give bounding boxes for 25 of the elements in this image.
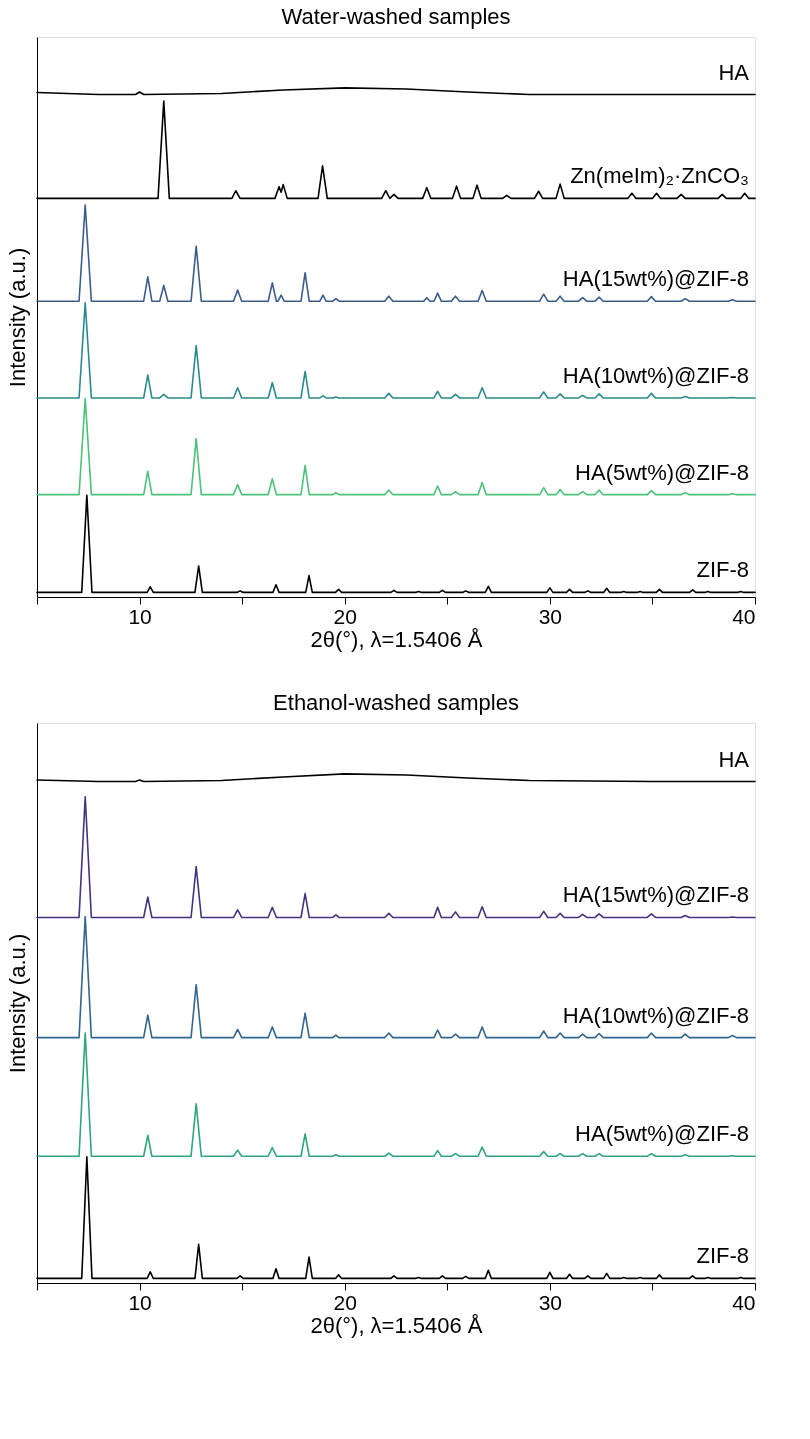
y-axis-title: Intensity (a.u.) xyxy=(4,247,30,388)
series-label: Zn(meIm)₂·ZnCO₃ xyxy=(570,163,749,189)
series-label: ZIF-8 xyxy=(696,1243,749,1269)
chart-title: Water-washed samples xyxy=(281,4,511,29)
series-label: HA(5wt%)@ZIF-8 xyxy=(575,1121,749,1147)
x-tick-label: 20 xyxy=(333,1290,357,1314)
y-axis-title: Intensity (a.u.) xyxy=(4,933,30,1074)
x-tick-label: 30 xyxy=(538,604,563,628)
x-tick-label: 40 xyxy=(732,604,756,628)
x-tick-label: 10 xyxy=(128,1290,152,1314)
series-label: ZIF-8 xyxy=(696,557,749,583)
series-label: HA xyxy=(718,746,750,772)
series-label: HA(15wt%)@ZIF-8 xyxy=(562,882,749,908)
x-axis-title: 2θ(°), λ=1.5406 Å xyxy=(310,626,483,652)
x-tick-label: 20 xyxy=(333,604,357,628)
series-label: HA(10wt%)@ZIF-8 xyxy=(562,362,749,388)
series-label: HA(15wt%)@ZIF-8 xyxy=(562,266,749,292)
series-label: HA(10wt%)@ZIF-8 xyxy=(562,1002,749,1028)
series-label: HA(5wt%)@ZIF-8 xyxy=(575,459,749,485)
series-label: HA xyxy=(718,59,750,85)
x-tick-label: 30 xyxy=(538,1290,563,1314)
chart-title: Ethanol-washed samples xyxy=(273,690,519,715)
x-tick-label: 40 xyxy=(732,1290,756,1314)
x-tick-label: 10 xyxy=(128,604,152,628)
x-axis-title: 2θ(°), λ=1.5406 Å xyxy=(310,1312,483,1338)
